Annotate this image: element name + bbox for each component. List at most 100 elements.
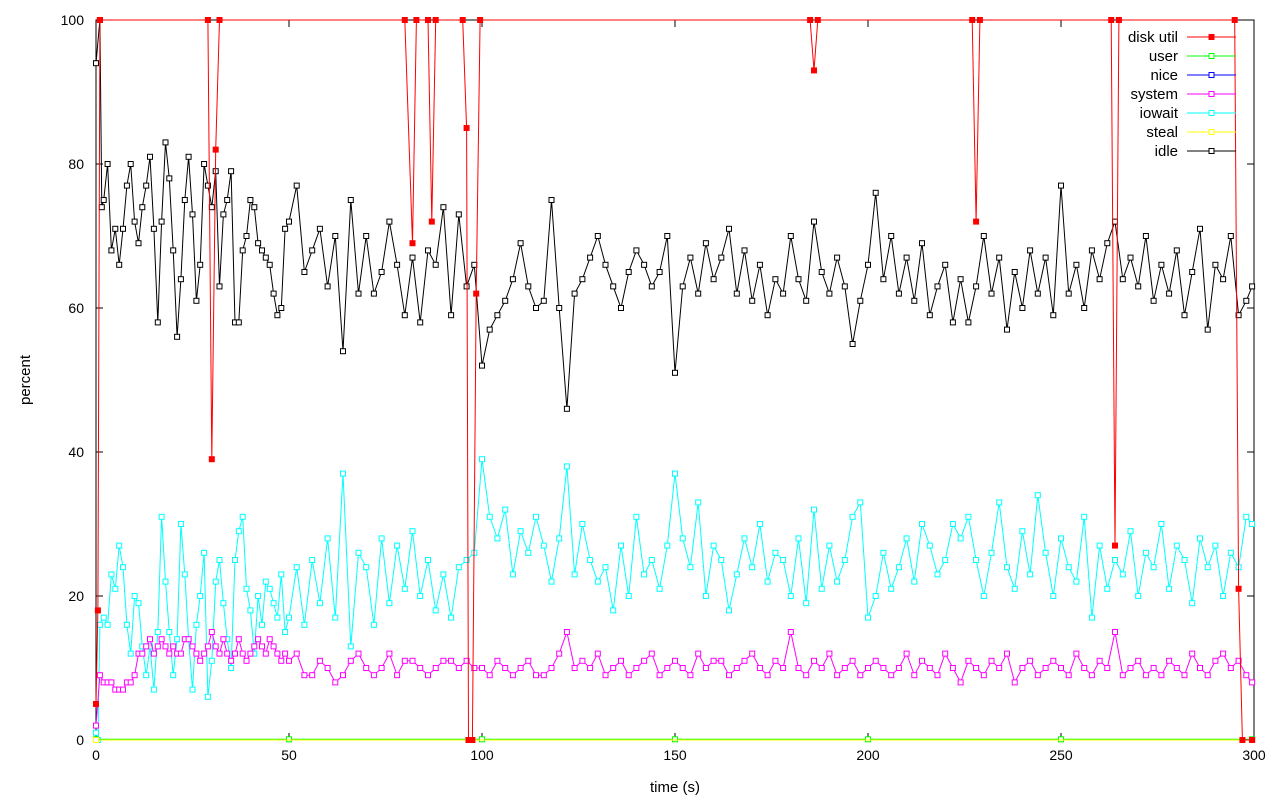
data-point [857, 297, 864, 304]
data-point [316, 657, 323, 664]
data-point [563, 405, 570, 412]
data-point [108, 679, 115, 686]
data-point [919, 240, 925, 247]
data-point [926, 542, 933, 549]
series-disk-util [93, 17, 1256, 743]
data-point [625, 269, 632, 275]
data-point [247, 197, 254, 203]
data-point [409, 254, 416, 261]
y-tick-label: 40 [68, 444, 84, 460]
data-point [548, 197, 555, 203]
data-point [204, 643, 211, 650]
data-point [1166, 290, 1173, 297]
data-point [189, 211, 196, 218]
data-point [232, 557, 238, 563]
data-point [401, 17, 408, 23]
data-point [934, 571, 941, 578]
data-point [224, 197, 231, 203]
data-point [903, 535, 910, 542]
data-point [440, 204, 447, 211]
data-point [934, 672, 941, 679]
data-point [625, 672, 632, 679]
data-point [197, 657, 204, 664]
data-point [417, 593, 424, 599]
data-point [525, 549, 532, 556]
data-point [479, 362, 485, 369]
data-point [780, 557, 787, 563]
data-point [158, 513, 165, 520]
data-point [826, 542, 833, 549]
data-point [201, 650, 208, 657]
data-point [262, 650, 269, 657]
data-point [888, 672, 895, 679]
data-point [1027, 571, 1034, 578]
data-point [247, 607, 254, 614]
data-point [517, 528, 524, 535]
legend-marker [1208, 91, 1215, 97]
data-point [1142, 672, 1149, 679]
data-point [1011, 269, 1018, 275]
data-point [131, 218, 138, 225]
data-point [733, 290, 740, 297]
data-point [911, 672, 918, 679]
data-point [409, 240, 416, 247]
data-point [181, 197, 188, 203]
data-point [949, 319, 956, 326]
data-point [811, 506, 817, 513]
data-point [702, 240, 709, 247]
data-point [162, 578, 169, 585]
data-point [162, 643, 169, 650]
data-point [996, 254, 1003, 261]
data-point [1096, 276, 1103, 283]
data-point [772, 276, 779, 283]
data-point [216, 17, 223, 23]
data-point [976, 17, 983, 23]
data-point [1227, 233, 1234, 239]
legend-label: disk util [1128, 29, 1178, 46]
data-point [1220, 593, 1227, 599]
data-point [112, 585, 119, 592]
data-point [718, 254, 725, 261]
data-point [469, 737, 476, 743]
data-point [1096, 657, 1103, 664]
data-point [556, 535, 563, 542]
data-point [772, 549, 779, 556]
data-point [1042, 665, 1049, 671]
data-point [471, 665, 478, 671]
data-point [973, 218, 980, 225]
data-point [818, 665, 825, 671]
data-point [509, 571, 516, 578]
data-point [93, 722, 99, 729]
data-point [618, 657, 624, 664]
data-point [841, 557, 848, 563]
data-point [679, 665, 686, 671]
data-point [718, 557, 725, 563]
data-point [131, 593, 138, 599]
data-point [479, 665, 485, 671]
data-point [1220, 650, 1227, 657]
data-point [100, 197, 107, 203]
legend-marker [1208, 72, 1215, 78]
data-point [749, 650, 756, 657]
data-point [780, 290, 787, 297]
data-point [648, 650, 655, 657]
data-point [1181, 672, 1188, 679]
data-point [1081, 513, 1088, 520]
data-point [579, 657, 586, 664]
x-axis-label: time (s) [650, 779, 700, 796]
data-point [641, 657, 648, 664]
data-point [259, 643, 265, 650]
data-point [548, 665, 555, 671]
data-point [228, 657, 235, 664]
data-point [988, 657, 995, 664]
plot-border [95, 19, 1255, 741]
data-point [120, 225, 126, 232]
data-point [355, 290, 362, 297]
data-point [432, 17, 439, 23]
data-point [818, 269, 825, 275]
data-point [1027, 247, 1034, 254]
data-point [872, 189, 879, 196]
data-point [259, 247, 265, 254]
x-tick-label: 0 [92, 747, 100, 763]
data-point [189, 686, 196, 693]
